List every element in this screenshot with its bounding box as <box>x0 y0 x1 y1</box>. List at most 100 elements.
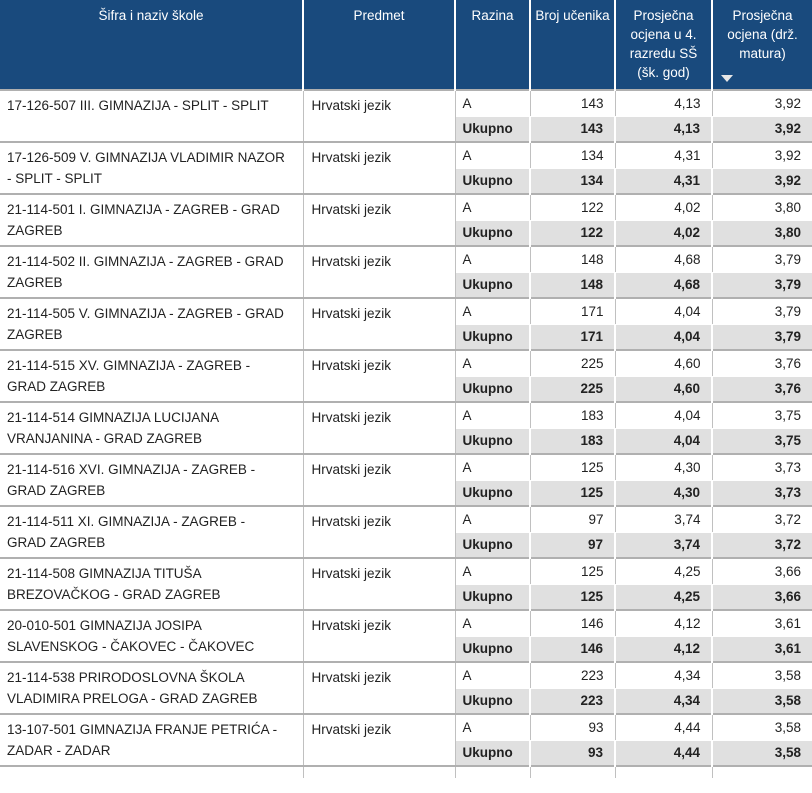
table-row-level: 21-114-508 GIMNAZIJA TITUŠA BREZOVAČKOG … <box>0 557 812 610</box>
school-name-cell: 21-114-511 XI. GIMNAZIJA - ZAGREB - GRAD… <box>0 505 304 558</box>
total-label-cell: Ukupno <box>455 323 531 350</box>
avg-grade-matura-cell: 3,79 <box>712 297 812 324</box>
total-label-cell: Ukupno <box>455 219 531 246</box>
table-row-level: 13-107-501 GIMNAZIJA FRANJE PETRIĆA - ZA… <box>0 713 812 766</box>
total-avg-matura-cell: 3,80 <box>712 219 812 246</box>
total-avg-school-cell: 4,30 <box>615 479 713 506</box>
level-cell: A <box>455 245 531 272</box>
avg-grade-school-cell: 4,30 <box>615 453 713 480</box>
table-row-level: 21-114-501 I. GIMNAZIJA - ZAGREB - GRAD … <box>0 193 812 246</box>
total-students-cell: 223 <box>530 687 616 714</box>
avg-grade-school-cell: 4,31 <box>615 141 713 168</box>
total-avg-matura-cell: 3,76 <box>712 375 812 402</box>
students-count-cell: 146 <box>530 609 616 636</box>
column-header-avg-matura[interactable]: Prosječna ocjena (drž. matura) <box>712 0 812 90</box>
avg-grade-matura-cell: 3,92 <box>712 141 812 168</box>
table-row-total: Ukupno 225 4,60 3,76 <box>0 375 812 402</box>
table-header: Šifra i naziv škole Predmet Razina Broj … <box>0 0 812 90</box>
students-count-cell: 143 <box>530 89 616 116</box>
total-students-cell: 183 <box>530 427 616 454</box>
students-count-cell: 93 <box>530 713 616 740</box>
avg-grade-matura-cell: 3,58 <box>712 713 812 740</box>
total-students-cell: 134 <box>530 167 616 194</box>
total-students-cell: 125 <box>530 479 616 506</box>
students-count-cell: 125 <box>530 557 616 584</box>
total-avg-school-cell: 4,02 <box>615 219 713 246</box>
avg-grade-school-cell: 4,02 <box>615 193 713 220</box>
level-cell: A <box>455 505 531 532</box>
column-header-avg-school[interactable]: Prosječna ocjena u 4. razredu SŠ (šk. go… <box>615 0 713 90</box>
students-count-cell: 223 <box>530 661 616 688</box>
students-count-cell: 148 <box>530 245 616 272</box>
subject-cell: Hrvatski jezik <box>303 401 456 454</box>
level-cell: A <box>455 557 531 584</box>
avg-grade-matura-cell: 3,92 <box>712 89 812 116</box>
total-students-cell: 97 <box>530 531 616 558</box>
total-avg-school-cell: 4,68 <box>615 271 713 298</box>
level-cell: A <box>455 193 531 220</box>
table-row-level: 21-114-514 GIMNAZIJA LUCIJANA VRANJANINA… <box>0 401 812 454</box>
total-avg-school-cell: 4,04 <box>615 323 713 350</box>
table-row-level: 21-114-516 XVI. GIMNAZIJA - ZAGREB - GRA… <box>0 453 812 506</box>
avg-grade-matura-cell: 3,75 <box>712 401 812 428</box>
table-row-level: 17-126-507 III. GIMNAZIJA - SPLIT - SPLI… <box>0 89 812 142</box>
total-avg-school-cell: 4,12 <box>615 635 713 662</box>
avg-grade-school-cell: 4,44 <box>615 713 713 740</box>
school-name-cell: 21-114-501 I. GIMNAZIJA - ZAGREB - GRAD … <box>0 193 304 246</box>
total-label-cell: Ukupno <box>455 375 531 402</box>
total-avg-school-cell: 3,74 <box>615 531 713 558</box>
school-name-cell: 21-114-516 XVI. GIMNAZIJA - ZAGREB - GRA… <box>0 453 304 506</box>
total-avg-matura-cell: 3,58 <box>712 687 812 714</box>
total-avg-matura-cell: 3,72 <box>712 531 812 558</box>
subject-cell: Hrvatski jezik <box>303 453 456 506</box>
table-row-partial <box>0 765 812 778</box>
subject-cell: Hrvatski jezik <box>303 245 456 298</box>
table-row-total: Ukupno 134 4,31 3,92 <box>0 167 812 194</box>
students-count-cell: 171 <box>530 297 616 324</box>
table-row-level: 21-114-515 XV. GIMNAZIJA - ZAGREB - GRAD… <box>0 349 812 402</box>
subject-cell: Hrvatski jezik <box>303 193 456 246</box>
total-label-cell: Ukupno <box>455 115 531 142</box>
school-name-cell: 21-114-508 GIMNAZIJA TITUŠA BREZOVAČKOG … <box>0 557 304 610</box>
table-row-level: 17-126-509 V. GIMNAZIJA VLADIMIR NAZOR -… <box>0 141 812 194</box>
level-cell: A <box>455 89 531 116</box>
total-students-cell: 171 <box>530 323 616 350</box>
table-row-total: Ukupno 122 4,02 3,80 <box>0 219 812 246</box>
subject-cell: Hrvatski jezik <box>303 661 456 714</box>
table-body: 17-126-507 III. GIMNAZIJA - SPLIT - SPLI… <box>0 89 812 778</box>
students-count-cell: 134 <box>530 141 616 168</box>
table-row-total: Ukupno 125 4,30 3,73 <box>0 479 812 506</box>
total-avg-school-cell: 4,04 <box>615 427 713 454</box>
level-cell: A <box>455 401 531 428</box>
subject-cell: Hrvatski jezik <box>303 609 456 662</box>
column-header-subject[interactable]: Predmet <box>303 0 456 90</box>
avg-grade-matura-cell: 3,58 <box>712 661 812 688</box>
sort-descending-icon[interactable] <box>721 75 733 82</box>
students-count-cell: 183 <box>530 401 616 428</box>
total-students-cell: 225 <box>530 375 616 402</box>
avg-grade-school-cell: 4,60 <box>615 349 713 376</box>
avg-grade-school-cell: 4,12 <box>615 609 713 636</box>
avg-grade-school-cell: 4,25 <box>615 557 713 584</box>
table-row-total: Ukupno 93 4,44 3,58 <box>0 739 812 766</box>
subject-cell: Hrvatski jezik <box>303 505 456 558</box>
avg-grade-school-cell: 3,74 <box>615 505 713 532</box>
total-avg-matura-cell: 3,58 <box>712 739 812 766</box>
school-name-cell: 21-114-515 XV. GIMNAZIJA - ZAGREB - GRAD… <box>0 349 304 402</box>
column-header-avg-matura-label: Prosječna ocjena (drž. matura) <box>727 8 798 61</box>
total-label-cell: Ukupno <box>455 167 531 194</box>
column-header-students[interactable]: Broj učenika <box>530 0 616 90</box>
subject-cell: Hrvatski jezik <box>303 349 456 402</box>
avg-grade-school-cell: 4,04 <box>615 297 713 324</box>
avg-grade-school-cell: 4,04 <box>615 401 713 428</box>
table-row-level: 21-114-511 XI. GIMNAZIJA - ZAGREB - GRAD… <box>0 505 812 558</box>
level-cell: A <box>455 609 531 636</box>
total-avg-school-cell: 4,60 <box>615 375 713 402</box>
school-name-cell: 20-010-501 GIMNAZIJA JOSIPA SLAVENSKOG -… <box>0 609 304 662</box>
avg-grade-matura-cell: 3,72 <box>712 505 812 532</box>
avg-grade-matura-cell: 3,73 <box>712 453 812 480</box>
column-header-school[interactable]: Šifra i naziv škole <box>0 0 304 90</box>
total-avg-school-cell: 4,25 <box>615 583 713 610</box>
level-cell: A <box>455 349 531 376</box>
column-header-level[interactable]: Razina <box>455 0 531 90</box>
